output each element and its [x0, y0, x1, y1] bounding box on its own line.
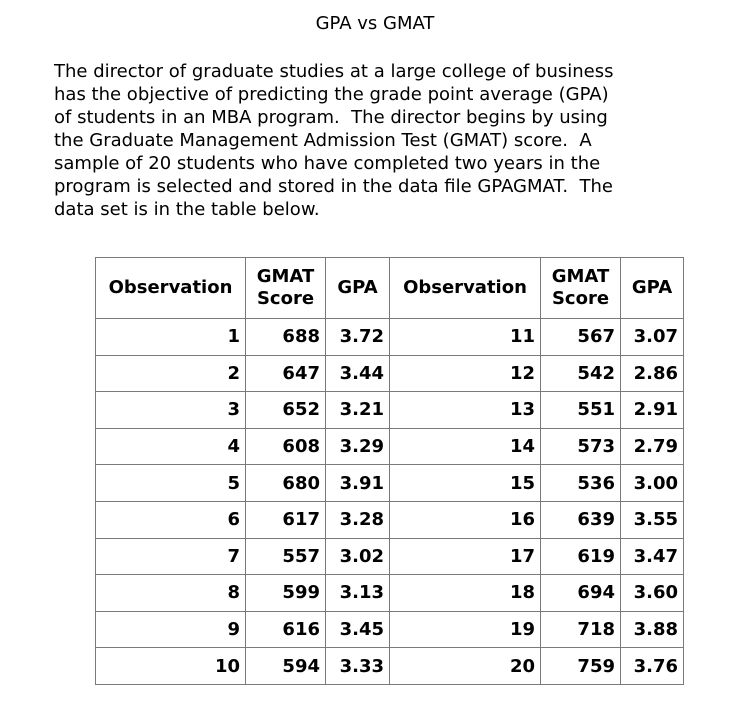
gpa-cell: 3.33 — [325, 647, 390, 685]
gmat-score-cell: 616 — [245, 610, 326, 649]
header-observation: Observation — [389, 257, 541, 319]
gmat-score-cell: 619 — [540, 537, 621, 576]
gmat-score-cell: 639 — [540, 500, 621, 539]
table-header-row: Observation GMAT Score GPA Observation GM… — [95, 257, 684, 319]
table-row: 5 680 3.91 15 536 3.00 — [95, 464, 684, 502]
gpa-cell: 3.60 — [620, 574, 684, 612]
gmat-score-cell: 608 — [245, 427, 326, 466]
gmat-score-cell: 694 — [540, 574, 621, 612]
table-row: 10 594 3.33 20 759 3.76 — [95, 647, 684, 685]
gmat-score-cell: 617 — [245, 500, 326, 539]
header-gpa: GPA — [620, 257, 684, 319]
gmat-score-cell: 599 — [245, 574, 326, 612]
observation-cell: 13 — [389, 391, 541, 429]
gpa-gmat-table: Observation GMAT Score GPA Observation GM… — [95, 257, 684, 685]
observation-cell: 7 — [95, 537, 246, 576]
paragraph-line: of students in an MBA program. The direc… — [54, 107, 608, 128]
header-gmat-line1: GMAT — [551, 266, 610, 287]
gpa-cell: 3.55 — [620, 500, 684, 539]
gpa-cell: 2.86 — [620, 354, 684, 393]
table-row: 1 688 3.72 11 567 3.07 — [95, 318, 684, 356]
observation-cell: 10 — [95, 647, 246, 685]
paragraph-line: the Graduate Management Admission Test (… — [54, 130, 592, 151]
gpa-cell: 3.44 — [325, 354, 390, 393]
page-title: GPA vs GMAT — [315, 13, 435, 34]
gmat-score-cell: 551 — [540, 391, 621, 429]
gpa-cell: 3.45 — [325, 610, 390, 649]
gpa-cell: 2.79 — [620, 427, 684, 466]
header-observation: Observation — [95, 257, 246, 319]
gpa-cell: 2.91 — [620, 391, 684, 429]
gpa-cell: 3.13 — [325, 574, 390, 612]
gpa-cell: 3.76 — [620, 647, 684, 685]
gpa-cell: 3.02 — [325, 537, 390, 576]
table-row: 4 608 3.29 14 573 2.79 — [95, 427, 684, 466]
table-row: 7 557 3.02 17 619 3.47 — [95, 537, 684, 576]
observation-cell: 15 — [389, 464, 541, 502]
gpa-cell: 3.91 — [325, 464, 390, 502]
paragraph-line: data set is in the table below. — [54, 199, 320, 220]
header-gmat-score: GMAT Score — [245, 257, 326, 319]
observation-cell: 14 — [389, 427, 541, 466]
observation-cell: 19 — [389, 610, 541, 649]
gmat-score-cell: 647 — [245, 354, 326, 393]
observation-cell: 11 — [389, 318, 541, 356]
gpa-cell: 3.47 — [620, 537, 684, 576]
gpa-cell: 3.72 — [325, 318, 390, 356]
header-gmat-score: GMAT Score — [540, 257, 621, 319]
observation-cell: 8 — [95, 574, 246, 612]
observation-cell: 16 — [389, 500, 541, 539]
gmat-score-cell: 718 — [540, 610, 621, 649]
observation-cell: 4 — [95, 427, 246, 466]
header-gmat-line2: Score — [256, 288, 315, 309]
gmat-score-cell: 567 — [540, 318, 621, 356]
gmat-score-cell: 680 — [245, 464, 326, 502]
observation-cell: 12 — [389, 354, 541, 393]
gpa-cell: 3.00 — [620, 464, 684, 502]
gmat-score-cell: 652 — [245, 391, 326, 429]
table-row: 2 647 3.44 12 542 2.86 — [95, 354, 684, 393]
observation-cell: 20 — [389, 647, 541, 685]
gpa-cell: 3.07 — [620, 318, 684, 356]
table-row: 9 616 3.45 19 718 3.88 — [95, 610, 684, 649]
gpa-cell: 3.28 — [325, 500, 390, 539]
observation-cell: 3 — [95, 391, 246, 429]
description-paragraph: The director of graduate studies at a la… — [54, 60, 694, 221]
table-row: 8 599 3.13 18 694 3.60 — [95, 574, 684, 612]
paragraph-line: sample of 20 students who have completed… — [54, 153, 601, 174]
gpa-cell: 3.21 — [325, 391, 390, 429]
paragraph-line: The director of graduate studies at a la… — [54, 61, 614, 82]
observation-cell: 2 — [95, 354, 246, 393]
observation-cell: 1 — [95, 318, 246, 356]
observation-cell: 17 — [389, 537, 541, 576]
header-gmat-line2: Score — [551, 288, 610, 309]
observation-cell: 9 — [95, 610, 246, 649]
gmat-score-cell: 557 — [245, 537, 326, 576]
table-row: 6 617 3.28 16 639 3.55 — [95, 500, 684, 539]
gmat-score-cell: 594 — [245, 647, 326, 685]
gpa-cell: 3.29 — [325, 427, 390, 466]
gpa-cell: 3.88 — [620, 610, 684, 649]
header-gpa: GPA — [325, 257, 390, 319]
observation-cell: 6 — [95, 500, 246, 539]
gmat-score-cell: 536 — [540, 464, 621, 502]
observation-cell: 18 — [389, 574, 541, 612]
table-row: 3 652 3.21 13 551 2.91 — [95, 391, 684, 429]
gmat-score-cell: 542 — [540, 354, 621, 393]
gmat-score-cell: 688 — [245, 318, 326, 356]
observation-cell: 5 — [95, 464, 246, 502]
paragraph-line: program is selected and stored in the da… — [54, 176, 613, 197]
paragraph-line: has the objective of predicting the grad… — [54, 84, 609, 105]
gmat-score-cell: 573 — [540, 427, 621, 466]
gmat-score-cell: 759 — [540, 647, 621, 685]
header-gmat-line1: GMAT — [256, 266, 315, 287]
